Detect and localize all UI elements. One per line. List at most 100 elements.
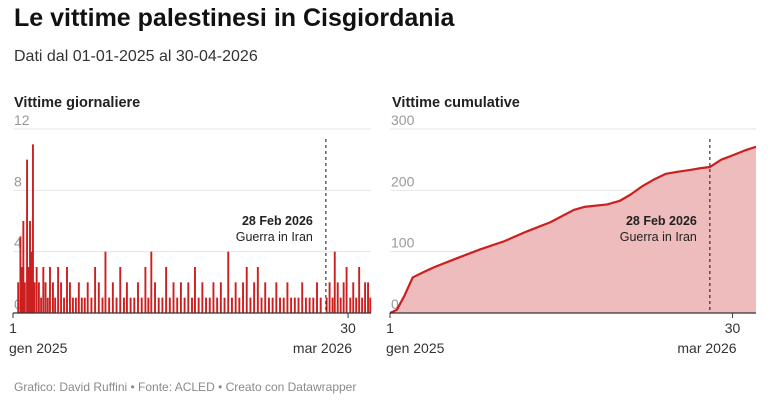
daily-bar: [97, 282, 100, 313]
daily-bar: [165, 267, 168, 313]
daily-bar: [115, 297, 118, 313]
daily-bar: [172, 282, 175, 313]
daily-bar: [301, 282, 304, 313]
cumulative-x-tick-day: 1: [386, 320, 394, 336]
daily-bar: [230, 297, 233, 313]
daily-bar: [282, 297, 285, 313]
daily-bar: [69, 282, 71, 313]
cumulative-annotation-text: Guerra in Iran: [620, 230, 697, 244]
daily-bar: [66, 267, 68, 313]
cumulative-x-tick-month: mar 2026: [677, 340, 736, 356]
daily-bar: [80, 297, 83, 313]
daily-bar: [63, 297, 65, 313]
daily-bar: [60, 282, 63, 313]
daily-bar: [187, 282, 190, 313]
daily-bar: [238, 297, 241, 313]
daily-bar: [101, 297, 104, 313]
daily-annotation-text: Guerra in Iran: [236, 230, 313, 244]
daily-bar: [227, 251, 230, 313]
daily-bar: [325, 297, 328, 313]
daily-bar: [176, 297, 179, 313]
cumulative-y-tick-label: 300: [391, 112, 415, 128]
daily-y-tick-label: 4: [14, 235, 22, 251]
daily-bar: [367, 282, 369, 313]
daily-bar: [183, 297, 186, 313]
daily-bar: [157, 297, 160, 313]
daily-bar: [147, 297, 150, 313]
daily-bar: [168, 297, 171, 313]
daily-bar: [42, 267, 45, 313]
cumulative-area: [390, 146, 756, 313]
daily-bar: [179, 282, 182, 313]
daily-bar: [86, 282, 89, 313]
daily-bar: [286, 282, 289, 313]
daily-chart-title: Vittime giornaliere: [14, 95, 141, 111]
daily-bar: [123, 297, 125, 313]
daily-bar: [339, 297, 342, 313]
daily-bar: [267, 297, 270, 313]
daily-bar: [271, 297, 274, 313]
daily-bar: [275, 282, 278, 313]
daily-bar: [22, 221, 25, 313]
daily-bar: [49, 267, 51, 313]
daily-bar: [358, 267, 361, 313]
daily-x-tick-month: mar 2026: [293, 340, 352, 356]
page-subtitle: Dati dal 01-01-2025 al 30-04-2026: [14, 48, 258, 65]
daily-bar: [264, 282, 267, 313]
daily-bar: [297, 297, 300, 313]
daily-bar: [361, 297, 364, 313]
daily-bar: [17, 282, 20, 313]
daily-y-tick-label: 12: [14, 112, 30, 128]
daily-bar: [256, 267, 259, 313]
cumulative-x-tick-month: gen 2025: [386, 340, 445, 356]
daily-bar: [57, 267, 60, 313]
daily-bar: [304, 297, 307, 313]
daily-bar: [140, 297, 143, 313]
daily-y-tick-label: 8: [14, 173, 22, 189]
cumulative-victims-chart: 0 100 200 300 1 gen 2025 30 mar 2026 28 Feb 2026…: [386, 112, 757, 356]
daily-bar: [83, 297, 86, 313]
daily-bar: [54, 297, 57, 313]
daily-bar: [111, 282, 114, 313]
daily-bar: [197, 297, 200, 313]
daily-bar: [216, 297, 219, 313]
cumulative-x-tick-day: 30: [725, 320, 741, 336]
daily-bar: [30, 251, 33, 313]
daily-bar: [40, 297, 43, 313]
footer-credits: Grafico: David Ruffini • Fonte: ACLED • …: [14, 380, 357, 394]
daily-bar: [369, 297, 372, 313]
daily-bar: [208, 297, 211, 313]
daily-bar: [253, 282, 256, 313]
daily-bar: [319, 297, 322, 313]
daily-x-tick-month: gen 2025: [9, 340, 68, 356]
daily-bar: [144, 267, 147, 313]
daily-bar: [349, 297, 352, 313]
daily-bar: [137, 282, 139, 313]
cumulative-annotation-date: 28 Feb 2026: [626, 214, 697, 228]
daily-bar: [51, 282, 54, 313]
daily-bar: [27, 267, 30, 313]
daily-bar: [355, 297, 358, 313]
daily-bar: [331, 297, 334, 313]
daily-bar: [94, 267, 97, 313]
daily-x-tick-day: 30: [340, 320, 356, 336]
daily-bar: [46, 297, 49, 313]
cumulative-y-tick-label: 0: [391, 296, 399, 312]
daily-bar: [161, 297, 164, 313]
daily-bar: [74, 297, 77, 313]
daily-bar: [19, 236, 22, 313]
daily-bar: [44, 282, 47, 313]
cumulative-line: [389, 145, 757, 315]
daily-bar: [35, 267, 38, 313]
daily-bar: [154, 282, 156, 313]
daily-bar: [242, 282, 244, 313]
daily-bar: [249, 297, 252, 313]
daily-bar: [129, 297, 132, 313]
daily-bar: [20, 267, 23, 313]
daily-bar: [201, 282, 204, 313]
daily-bar: [71, 297, 74, 313]
daily-bar: [212, 282, 215, 313]
daily-bar: [205, 297, 208, 313]
daily-bar: [364, 282, 367, 313]
